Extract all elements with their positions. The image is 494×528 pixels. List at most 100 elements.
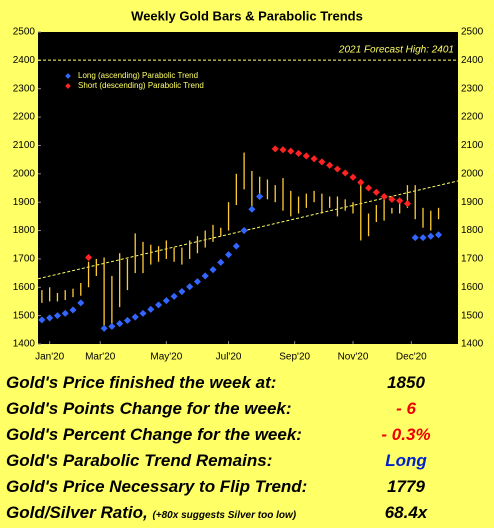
y-tick-label-right: 2200	[461, 112, 484, 123]
plot-area	[38, 32, 458, 344]
trend-dot	[217, 258, 225, 266]
y-tick-label: 2300	[13, 83, 36, 94]
y-tick-label: 1500	[13, 310, 36, 321]
trend-dot	[372, 188, 380, 196]
legend-label: Long (ascending) Parabolic Trend	[78, 71, 198, 80]
row-value: - 6	[396, 399, 416, 418]
table-row: Gold's Percent Change for the week: - 0.3…	[6, 423, 488, 447]
y-tick-label: 1800	[13, 225, 36, 236]
row-label: Gold/Silver Ratio,	[6, 503, 148, 522]
trend-dot	[155, 301, 163, 309]
row-note: (+80x suggests Silver too low)	[152, 510, 297, 521]
y-tick-label: 2400	[13, 55, 36, 66]
y-tick-label: 1900	[13, 197, 36, 208]
row-value: Long	[385, 451, 427, 470]
table-row: Gold/Silver Ratio, (+80x suggests Silver…	[6, 501, 488, 525]
y-tick-label: 2100	[13, 140, 36, 151]
x-tick-label: Jul'20	[216, 352, 242, 363]
x-tick-label: Dec'20	[396, 352, 427, 363]
trend-dot	[170, 292, 178, 300]
trend-dot	[186, 283, 194, 291]
trend-dot	[287, 147, 295, 155]
table-row: Gold's Parabolic Trend Remains: Long	[6, 449, 488, 473]
trend-dot	[240, 227, 248, 235]
table-row: Gold's Price Necessary to Flip Trend: 177…	[6, 475, 488, 499]
trend-dot	[279, 146, 287, 154]
y-tick-label-right: 1400	[461, 339, 484, 350]
trend-dot	[131, 313, 139, 321]
x-tick-label: May'20	[150, 352, 182, 363]
trend-dot	[100, 324, 108, 332]
trend-dot	[209, 266, 217, 274]
trend-dot	[380, 192, 388, 201]
trend-dot	[388, 195, 396, 203]
trend-dot	[162, 297, 170, 305]
x-tick-label: Sep'20	[279, 352, 310, 363]
x-tick-label: Jan'20	[35, 352, 65, 363]
trend-dot	[38, 316, 46, 324]
legend-label: Short (descending) Parabolic Trend	[78, 81, 204, 90]
trend-line	[37, 180, 459, 280]
trend-dot	[435, 231, 443, 239]
y-tick-label-right: 2100	[461, 140, 484, 151]
trend-dot	[147, 305, 155, 313]
y-tick-label: 2500	[13, 27, 36, 38]
row-label: Gold's Price Necessary to Flip Trend:	[6, 477, 308, 496]
y-tick-label: 2000	[13, 168, 36, 179]
trend-dot	[333, 165, 341, 173]
row-label: Gold's Percent Change for the week:	[6, 425, 302, 444]
y-tick-label-right: 1700	[461, 254, 484, 265]
trend-dot	[365, 184, 373, 192]
row-label: Gold's Price finished the week at:	[6, 373, 277, 392]
y-tick-label: 1400	[13, 339, 36, 350]
trend-dot	[403, 200, 411, 208]
y-tick-label-right: 2500	[461, 27, 484, 38]
trend-dot	[357, 178, 365, 186]
row-value: 1779	[387, 477, 425, 496]
trend-dot	[396, 197, 404, 205]
trend-dot	[349, 173, 357, 181]
chart-title: Weekly Gold Bars & Parabolic Trends	[131, 8, 363, 23]
y-tick-label: 1700	[13, 254, 36, 265]
trend-dot	[411, 234, 419, 242]
y-tick-label-right: 2300	[461, 83, 484, 94]
trend-dot	[341, 169, 349, 177]
trend-dot	[77, 299, 85, 307]
y-tick-label-right: 1800	[461, 225, 484, 236]
x-tick-label: Mar'20	[85, 352, 116, 363]
trend-dot	[419, 234, 427, 242]
row-label: Gold's Points Change for the week:	[6, 399, 292, 418]
row-value: 68.4x	[384, 503, 428, 522]
trend-dot	[256, 192, 264, 201]
trend-dot	[326, 161, 334, 169]
legend-marker	[65, 73, 71, 79]
trend-dot	[61, 309, 69, 317]
y-tick-label: 1600	[13, 282, 36, 293]
table-row: Gold's Price finished the week at: 1850	[6, 371, 488, 395]
forecast-label: 2021 Forecast High: 2401	[338, 45, 454, 56]
trend-dot	[302, 152, 310, 160]
row-label: Gold's Parabolic Trend Remains:	[6, 451, 273, 470]
y-tick-label-right: 2000	[461, 168, 484, 179]
trend-dot	[232, 242, 240, 250]
y-tick-label-right: 1500	[461, 310, 484, 321]
trend-dot	[310, 155, 318, 163]
trend-dot	[116, 320, 124, 328]
row-value: - 0.3%	[381, 425, 431, 444]
table-row: Gold's Points Change for the week: - 6	[6, 397, 488, 421]
trend-dot	[178, 287, 186, 296]
trend-dot	[69, 306, 77, 314]
trend-dot	[53, 312, 61, 320]
chart: Weekly Gold Bars & Parabolic Trends 1400…	[13, 8, 484, 363]
trend-dot	[318, 158, 326, 166]
row-value: 1850	[387, 373, 425, 392]
trend-dot	[46, 314, 54, 322]
trend-dot	[427, 232, 435, 240]
y-tick-label-right: 1600	[461, 282, 484, 293]
trend-dot	[85, 253, 93, 262]
y-tick-label: 2200	[13, 112, 36, 123]
x-tick-label: Nov'20	[338, 352, 369, 363]
trend-dot	[248, 205, 256, 213]
y-tick-label-right: 2400	[461, 55, 484, 66]
